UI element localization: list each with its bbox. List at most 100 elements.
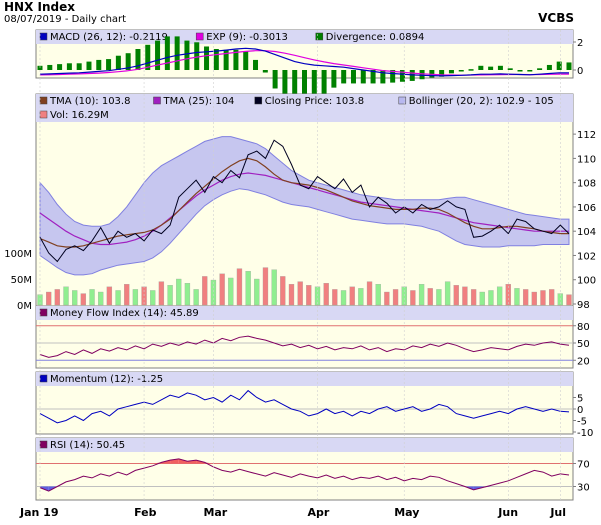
volume-bar (375, 284, 381, 306)
exp-line (39, 50, 569, 76)
volume-bar (323, 283, 329, 306)
volume-bar (115, 290, 121, 306)
volume-bar (358, 288, 364, 306)
divergence-bar (223, 49, 229, 70)
price-legend-swatch (254, 96, 263, 105)
divergence-bar (194, 42, 200, 70)
price-ytick-label: 106 (577, 203, 596, 214)
divergence-bar (282, 70, 288, 100)
mfi-legend-bg (36, 306, 573, 320)
divergence-bar (233, 49, 239, 70)
divergence-bar (331, 70, 337, 88)
volume-bar (176, 278, 182, 306)
price-ytick-label: 102 (577, 251, 596, 262)
momentum-legend-swatch (39, 374, 48, 383)
volume-bar (63, 286, 69, 306)
volume-axis-label: 0M (17, 301, 32, 312)
volume-bar (245, 271, 251, 306)
tma25-line (39, 172, 569, 246)
divergence-bar (478, 65, 484, 70)
volume-bar (228, 277, 234, 306)
volume-bar (410, 290, 416, 306)
volume-bar (54, 289, 60, 306)
volume-bar (280, 276, 286, 306)
price-legend-swatch (39, 110, 48, 119)
divergence-bar (537, 68, 543, 70)
volume-bar (202, 276, 208, 306)
macd-legend-label: EXP (9): -0.3013 (206, 32, 288, 43)
mfi-ytick-label: 50 (577, 339, 590, 350)
momentum-legend-bg (36, 372, 573, 386)
divergence-bar (86, 61, 92, 70)
divergence-bar (517, 70, 523, 72)
chart-title: HNX Index (4, 0, 75, 14)
mfi-ytick-label: 20 (577, 356, 590, 367)
volume-bar (479, 291, 485, 306)
x-axis-label: Jun (497, 506, 518, 519)
volume-bar (332, 289, 338, 306)
price-legend-label: TMA (25): 104 (163, 96, 235, 107)
divergence-bar (439, 70, 445, 77)
volume-bar (193, 289, 199, 306)
price-legend-swatch (39, 96, 48, 105)
momentum-ytick-label: 5 (577, 394, 583, 405)
volume-bar (158, 281, 165, 306)
divergence-bar (174, 36, 180, 70)
divergence-bar (390, 70, 396, 83)
divergence-bar (488, 66, 494, 70)
divergence-bar (399, 70, 405, 82)
momentum-line (39, 389, 570, 424)
price-legend-label: Bollinger (20, 2): 102.9 - 105 (409, 96, 554, 107)
volume-bar (254, 278, 260, 306)
divergence-bar (106, 59, 112, 70)
divergence-bar (66, 63, 72, 70)
volume-bar (184, 283, 191, 306)
price-ytick-label: 108 (577, 179, 596, 190)
volume-bar (470, 289, 477, 306)
divergence-bar (292, 70, 298, 108)
divergence-bar (507, 68, 513, 70)
volume-bar (271, 269, 277, 306)
volume-bar (540, 290, 546, 306)
volume-bar (80, 293, 87, 306)
divergence-bar (311, 70, 317, 102)
macd-legend-swatch (195, 32, 204, 41)
bollinger-band (39, 136, 570, 276)
divergence-bar (360, 70, 366, 84)
x-axis-label: Apr (308, 506, 330, 519)
volume-bar (340, 290, 347, 306)
divergence-bar (350, 70, 356, 84)
divergence-bar (556, 61, 562, 70)
volume-bar (236, 268, 243, 306)
volume-bar (150, 290, 156, 306)
volume-bar (262, 267, 269, 306)
divergence-bar (419, 70, 425, 80)
price-ytick-label: 104 (577, 227, 596, 238)
mfi-legend-label: Money Flow Index (14): 45.89 (50, 308, 199, 319)
macd-legend-swatch (315, 32, 324, 41)
volume-bar (366, 281, 373, 306)
chart-subtitle: 08/07/2019 - Daily chart (4, 14, 127, 25)
volume-bar (427, 288, 433, 306)
macd-line (39, 47, 570, 77)
volume-bar (514, 288, 520, 306)
mfi-legend-swatch (39, 308, 48, 317)
rsi-legend-swatch (39, 440, 48, 449)
rsi-ytick-label: 30 (577, 483, 590, 494)
price-ytick-label: 112 (577, 130, 596, 141)
divergence-bar (135, 49, 141, 70)
macd-legend-bg (36, 30, 573, 44)
macd-legend-swatch (39, 32, 48, 41)
price-legend-label: Closing Price: 103.8 (265, 96, 364, 107)
divergence-bar (272, 70, 278, 89)
divergence-bar (468, 69, 474, 71)
price-legend-swatch (153, 96, 161, 105)
divergence-bar (380, 70, 386, 84)
volume-bar (124, 284, 130, 306)
x-axis-label: Feb (134, 506, 157, 519)
divergence-bar (76, 63, 82, 70)
volume-axis-label: 50M (11, 275, 32, 286)
macd-legend-label: MACD (26, 12): -0.2119 (50, 32, 168, 43)
x-axis-label: Jan 19 (19, 506, 58, 519)
divergence-bar (253, 59, 259, 70)
